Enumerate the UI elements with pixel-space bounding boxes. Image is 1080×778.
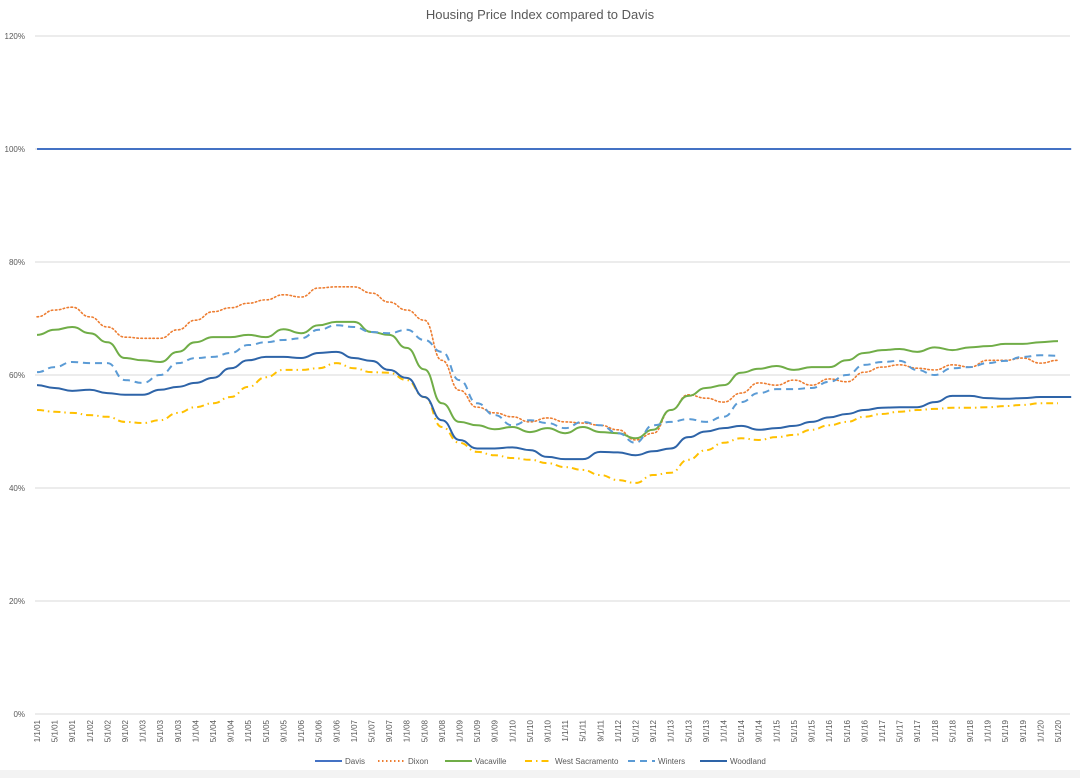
x-tick-label: 9/1/19 [1019, 719, 1028, 742]
x-tick-label: 5/1/10 [526, 719, 535, 742]
x-tick-label: 5/1/17 [896, 719, 905, 742]
x-tick-label: 5/1/18 [948, 719, 957, 742]
x-tick-label: 1/1/05 [244, 719, 253, 742]
x-tick-label: 5/1/11 [579, 719, 588, 741]
x-tick-label: 5/1/09 [473, 719, 482, 742]
x-tick-label: 9/1/01 [68, 719, 77, 742]
x-tick-label: 9/1/04 [227, 719, 236, 742]
x-tick-label: 1/1/15 [772, 719, 781, 742]
x-tick-label: 1/1/02 [86, 719, 95, 742]
x-tick-label: 5/1/03 [156, 719, 165, 742]
series-line-woodland [36, 350, 1072, 461]
legend-label: Winters [658, 757, 685, 766]
legend-label: Woodland [730, 757, 766, 766]
x-tick-label: 1/1/13 [667, 719, 676, 742]
x-tick-label: 5/1/12 [632, 719, 641, 742]
x-tick-label: 9/1/16 [860, 719, 869, 742]
x-tick-label: 5/1/05 [262, 719, 271, 742]
x-tick-label: 1/1/07 [350, 719, 359, 742]
y-tick-label: 100% [5, 145, 25, 154]
legend-label: Vacaville [475, 757, 507, 766]
x-tick-label: 5/1/02 [103, 719, 112, 742]
x-tick-label: 9/1/03 [174, 719, 183, 742]
x-tick-label: 9/1/06 [332, 719, 341, 742]
x-tick-label: 9/1/13 [702, 719, 711, 742]
legend-label: Davis [345, 757, 365, 766]
x-tick-label: 9/1/05 [279, 719, 288, 742]
x-tick-label: 5/1/20 [1054, 719, 1063, 742]
x-tick-label: 1/1/19 [984, 719, 993, 742]
x-tick-label: 9/1/09 [491, 719, 500, 742]
x-tick-label: 1/1/01 [33, 719, 42, 742]
x-tick-label: 5/1/13 [684, 719, 693, 742]
chart-title: Housing Price Index compared to Davis [426, 7, 655, 22]
series-line-west-sacramento [36, 362, 1058, 484]
x-tick-label: 5/1/06 [315, 719, 324, 742]
x-tick-label: 1/1/12 [614, 719, 623, 742]
x-tick-label: 1/1/04 [191, 719, 200, 742]
x-tick-label: 9/1/15 [808, 719, 817, 742]
x-tick-label: 1/1/11 [561, 719, 570, 741]
x-tick-label: 9/1/02 [121, 719, 130, 742]
legend-label: West Sacramento [555, 757, 619, 766]
x-tick-label: 9/1/07 [385, 719, 394, 742]
x-tick-label: 5/1/04 [209, 719, 218, 742]
x-tick-label: 1/1/09 [455, 719, 464, 742]
x-tick-label: 9/1/17 [913, 719, 922, 742]
x-tick-label: 1/1/08 [403, 719, 412, 742]
legend-label: Dixon [408, 757, 428, 766]
series-line-vacaville [36, 320, 1059, 440]
y-tick-label: 80% [9, 258, 25, 267]
y-tick-label: 60% [9, 371, 25, 380]
x-tick-label: 1/1/10 [508, 719, 517, 742]
gridlines [35, 35, 1070, 715]
x-tick-label: 9/1/08 [438, 719, 447, 742]
x-tick-label: 1/1/03 [139, 719, 148, 742]
x-tick-label: 9/1/18 [966, 719, 975, 742]
y-tick-label: 120% [5, 32, 25, 41]
x-tick-label: 1/1/18 [931, 719, 940, 742]
y-tick-label: 20% [9, 597, 25, 606]
legend: Davis Dixon Vacaville West Sacramento Winter… [315, 757, 766, 766]
x-tick-label: 5/1/19 [1001, 719, 1010, 742]
x-tick-label: 5/1/15 [790, 719, 799, 742]
x-tick-label: 9/1/14 [755, 719, 764, 742]
x-tick-label: 9/1/11 [596, 719, 605, 741]
x-tick-label: 5/1/14 [737, 719, 746, 742]
plot-area [36, 147, 1072, 484]
y-tick-label: 0% [13, 710, 25, 719]
y-tick-label: 40% [9, 484, 25, 493]
x-tick-label: 5/1/07 [367, 719, 376, 742]
x-tick-label: 9/1/10 [544, 719, 553, 742]
x-tick-label: 1/1/16 [825, 719, 834, 742]
x-tick-label: 1/1/14 [720, 719, 729, 742]
series-line-dixon [36, 286, 1059, 441]
x-tick-label: 1/1/06 [297, 719, 306, 742]
x-tick-label: 1/1/20 [1036, 719, 1045, 742]
x-axis: 1/1/01 5/1/01 9/1/01 1/1/02 5/1/02 9/1/02 1/1/… [33, 719, 1063, 742]
x-tick-label: 5/1/16 [843, 719, 852, 742]
footer-strip [0, 770, 1080, 778]
x-tick-label: 5/1/08 [420, 719, 429, 742]
x-tick-label: 5/1/01 [51, 719, 60, 742]
x-tick-label: 1/1/17 [878, 719, 887, 742]
y-axis: 0% 20% 40% 60% 80% 100% 120% [5, 32, 25, 719]
x-tick-label: 9/1/12 [649, 719, 658, 742]
